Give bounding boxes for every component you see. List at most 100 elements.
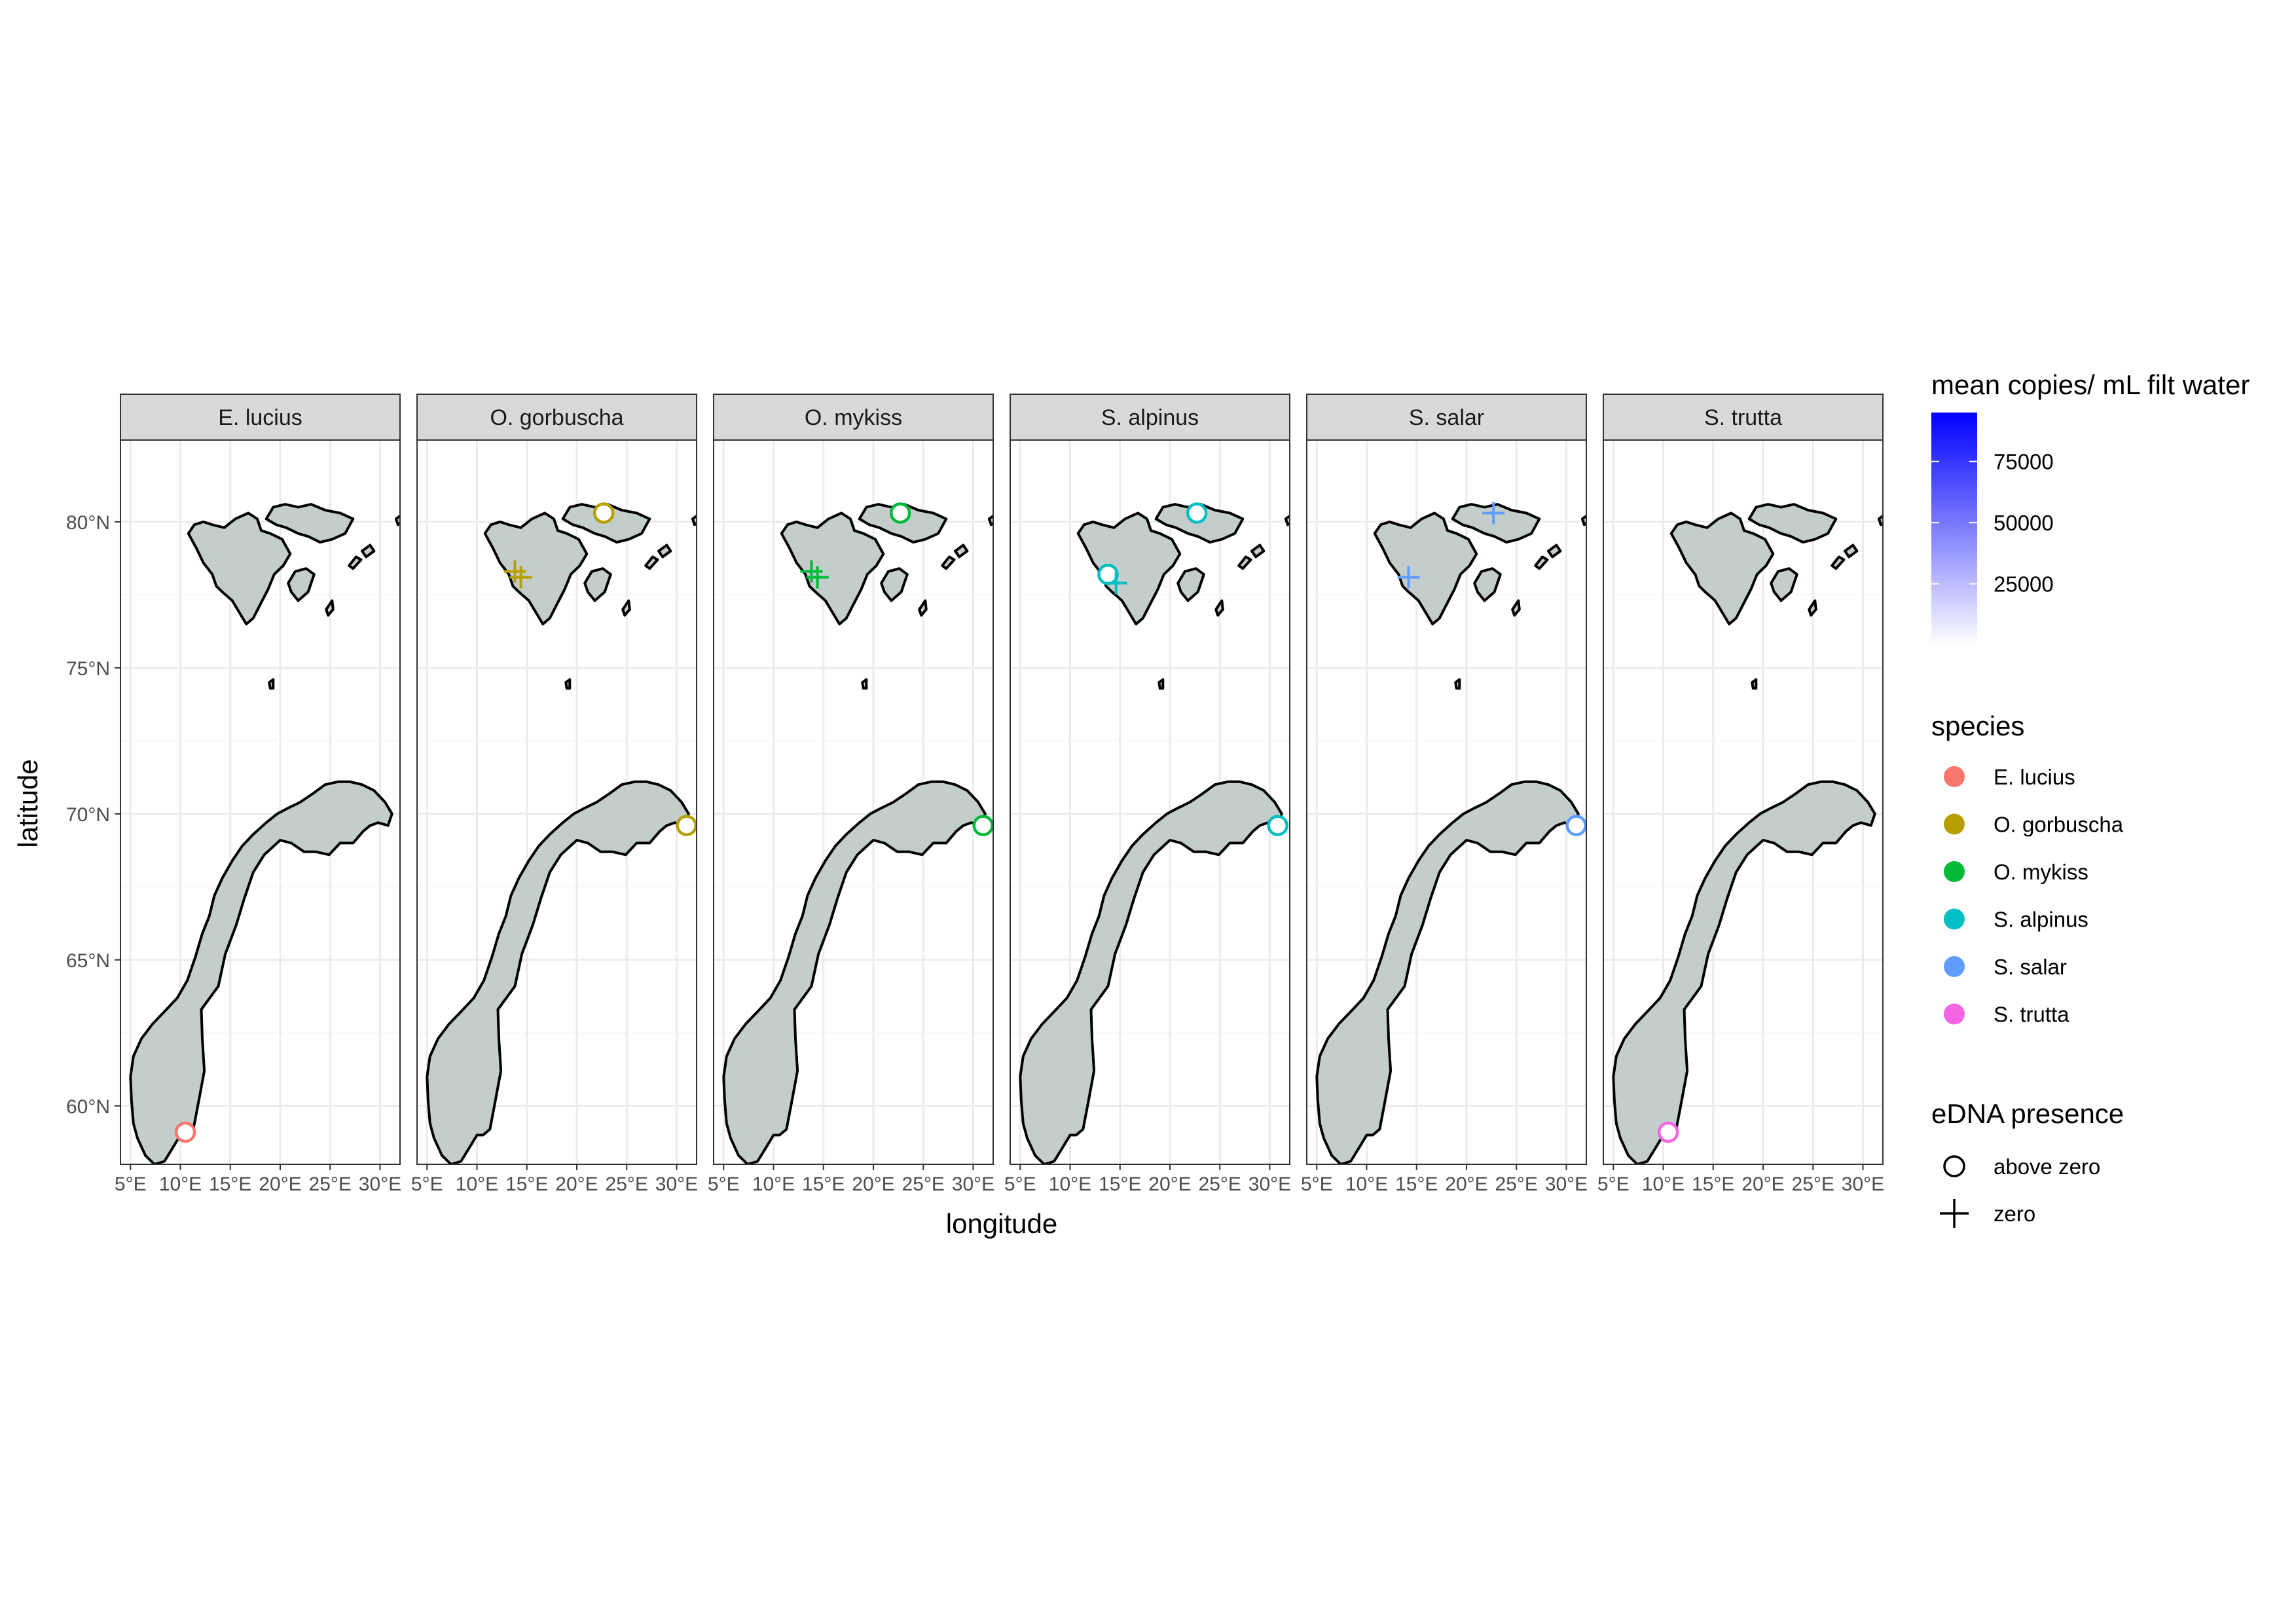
point-above-zero [1657, 1121, 1679, 1143]
x-tick-label: 30°E [1842, 1173, 1884, 1195]
x-tick-label: 10°E [159, 1173, 202, 1195]
x-tick-label: 10°E [456, 1173, 498, 1195]
facet-strip [1603, 394, 1884, 441]
y-axis-title: latitude [12, 759, 43, 847]
x-tick-label: 15°E [505, 1173, 548, 1195]
small-island [691, 514, 697, 526]
facet-strip-label: S. salar [1409, 405, 1484, 430]
x-tick-label: 30°E [655, 1173, 698, 1195]
x-axis-ticks: 5°E 10°E 15°E 20°E 25°E 30°E [708, 1164, 994, 1195]
facet-panel: E. lucius 5°E 10°E 15°E 20°E 25°E 30°E 60°N 65°N… [66, 394, 401, 1195]
land-layer [1612, 503, 1883, 1164]
fill-legend-title: mean copies/ mL filt water [1931, 369, 2250, 400]
small-island [1284, 514, 1290, 526]
edgeoya-land [583, 567, 612, 602]
x-tick-label: 25°E [309, 1173, 352, 1195]
species-label: E. lucius [1994, 765, 2075, 789]
x-axis-ticks: 5°E 10°E 15°E 20°E 25°E 30°E [1301, 1164, 1588, 1195]
small-island [941, 555, 956, 570]
species-key [1944, 908, 1965, 930]
x-tick-label: 20°E [259, 1173, 301, 1195]
norway-land [426, 780, 690, 1164]
sample-points [1657, 1121, 1679, 1143]
fill-tick-label: 50000 [1994, 511, 2054, 535]
x-tick-label: 15°E [1395, 1173, 1438, 1195]
x-tick-label: 15°E [802, 1173, 845, 1195]
x-tick-label: 5°E [411, 1173, 443, 1195]
nordaustlandet-land [1747, 503, 1838, 544]
y-tick-label: 70°N [66, 804, 110, 826]
point-above-zero [1186, 502, 1208, 524]
norway-land [1019, 780, 1283, 1164]
small-island [1844, 544, 1859, 559]
point-zero [1397, 566, 1420, 589]
x-tick-label: 20°E [555, 1173, 598, 1195]
small-island [1157, 678, 1165, 690]
species-label: S. trutta [1994, 1003, 2069, 1027]
x-tick-label: 15°E [1692, 1173, 1734, 1195]
shape-key-circle [1943, 1155, 1965, 1177]
land-layer [1315, 503, 1586, 1164]
presence-legend-entries: above zero zero [1940, 1154, 2100, 1228]
small-island [1808, 599, 1817, 617]
facet-strip [416, 394, 697, 441]
x-tick-label: 20°E [1148, 1173, 1191, 1195]
x-tick-label: 25°E [1495, 1173, 1538, 1195]
species-key [1944, 956, 1965, 977]
small-island [918, 599, 928, 617]
y-tick-label: 60°N [66, 1096, 110, 1118]
fill-colorbar [1931, 413, 1977, 645]
facet-panel: S. trutta 5°E 10°E 15°E 20°E 25°E 30°E [1597, 394, 1884, 1195]
point-zero [1482, 502, 1505, 525]
facet-panel: S. salar 5°E 10°E 15°E 20°E 25°E 30°E [1301, 394, 1588, 1195]
x-tick-label: 30°E [1545, 1173, 1588, 1195]
small-island [621, 599, 631, 617]
edgeoya-land [1176, 567, 1205, 602]
x-tick-label: 10°E [752, 1173, 795, 1195]
land-layer [722, 503, 993, 1164]
small-island [1454, 678, 1461, 690]
x-tick-label: 30°E [1248, 1173, 1291, 1195]
small-island [1214, 599, 1224, 617]
x-tick-label: 20°E [1445, 1173, 1487, 1195]
y-axis-ticks: 60°N 65°N 70°N 75°N 80°N [66, 512, 120, 1118]
x-tick-label: 10°E [1642, 1173, 1685, 1195]
small-island [1511, 599, 1521, 617]
edgeoya-land [1770, 567, 1798, 602]
sample-points [174, 1121, 196, 1143]
small-island [268, 678, 275, 690]
spitsbergen-land [1076, 511, 1182, 625]
nordaustlandet-land [1451, 503, 1541, 544]
small-island [987, 514, 993, 526]
panel-border [713, 439, 994, 1165]
presence-legend-title: eDNA presence [1931, 1098, 2124, 1129]
small-island [657, 544, 672, 559]
sample-points [503, 502, 697, 836]
small-island [1534, 555, 1549, 570]
x-tick-label: 5°E [1004, 1173, 1036, 1195]
facet-strip [713, 394, 994, 441]
x-tick-label: 25°E [1792, 1173, 1834, 1195]
y-tick-label: 75°N [66, 658, 110, 680]
x-tick-label: 25°E [606, 1173, 648, 1195]
x-tick-label: 30°E [359, 1173, 401, 1195]
point-zero [503, 560, 526, 583]
x-tick-label: 10°E [1345, 1173, 1388, 1195]
point-zero [509, 566, 532, 589]
facet-panels: E. lucius 5°E 10°E 15°E 20°E 25°E 30°E 60°N 65°N… [66, 394, 1884, 1195]
norway-land [1612, 780, 1876, 1164]
nordaustlandet-land [264, 503, 355, 544]
small-island [361, 544, 376, 559]
spitsbergen-land [187, 511, 292, 625]
species-label: O. gorbuscha [1994, 813, 2124, 837]
small-island [564, 678, 572, 690]
facet-strip [1010, 394, 1290, 441]
spitsbergen-land [1373, 511, 1478, 625]
small-island [1877, 514, 1883, 526]
panel-border [120, 439, 401, 1165]
y-tick-label: 80°N [66, 512, 110, 534]
small-island [394, 514, 400, 526]
species-key [1944, 1003, 1965, 1025]
edgeoya-land [287, 567, 316, 602]
